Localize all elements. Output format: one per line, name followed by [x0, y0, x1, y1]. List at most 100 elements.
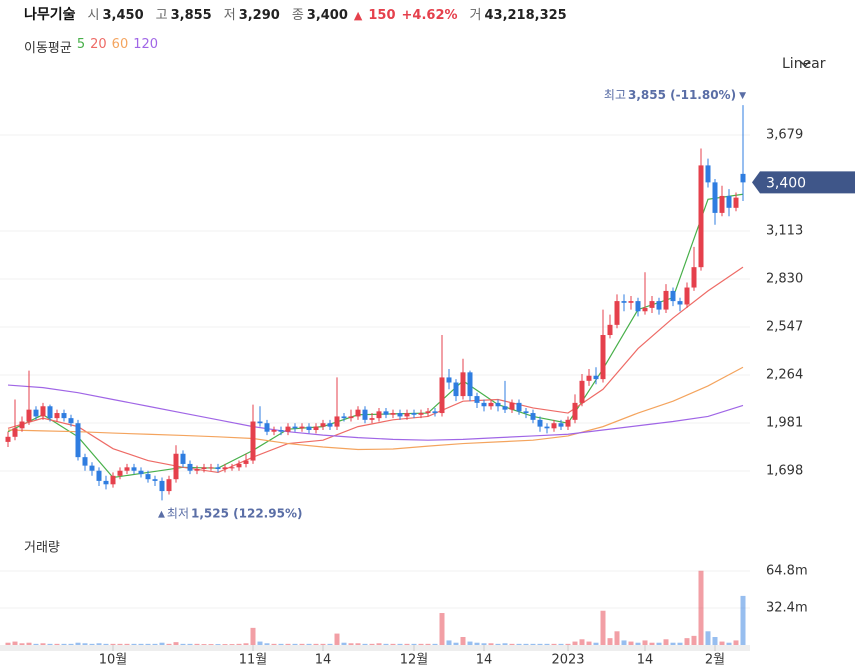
volume-bar: [614, 631, 620, 645]
volume-bar: [740, 595, 746, 645]
volume-bar: [362, 643, 368, 645]
change-arrow: ▲: [353, 9, 363, 22]
y-tick-label: 3,113: [766, 224, 803, 239]
volume-tick-label: 32.4m: [766, 600, 808, 615]
volume-bar: [138, 643, 144, 645]
volume-bar: [481, 643, 487, 645]
change-percent: +4.62%: [401, 8, 458, 23]
volume-bar: [530, 643, 536, 645]
candle-body: [236, 463, 242, 468]
header: 나무기술 시 3,450 고 3,855 저 3,290 종 3,400 ▲ 150 +4.62% 거…: [24, 4, 567, 24]
candle-body: [390, 413, 396, 415]
volume-bar: [551, 643, 557, 645]
header-label: 저: [223, 8, 236, 23]
header-label: 시: [87, 8, 100, 23]
volume-bar: [607, 638, 613, 645]
candle-body: [68, 418, 74, 424]
dropdown-arrow: [799, 60, 811, 67]
axis-band: [0, 645, 750, 651]
candle-body: [96, 470, 102, 481]
volume-bar: [425, 643, 431, 645]
y-tick-label: 2,264: [766, 368, 803, 383]
header-value: 3,450: [102, 8, 144, 23]
candle-body: [306, 426, 312, 431]
volume-bar: [684, 638, 690, 645]
volume-bar: [271, 643, 277, 645]
volume-bar: [131, 643, 137, 645]
candle-body: [355, 409, 361, 417]
volume-bar: [215, 644, 221, 645]
candle-body: [334, 416, 340, 427]
candle-body: [572, 402, 578, 420]
candle-body: [565, 419, 571, 427]
volume-bar: [152, 643, 158, 645]
candle-body: [432, 411, 438, 414]
candle-body: [19, 421, 25, 429]
candle-body: [285, 426, 291, 432]
candle-body: [642, 307, 648, 312]
candle-body: [481, 402, 487, 407]
candle-body: [229, 467, 235, 469]
candle-body: [61, 413, 67, 419]
candle-body: [712, 182, 718, 213]
candle-body: [313, 426, 319, 431]
volume-bar: [432, 643, 438, 645]
volume-bar: [446, 640, 452, 645]
volume-bar: [565, 643, 571, 645]
volume-bar: [299, 643, 305, 645]
candle-body: [460, 372, 466, 397]
volume-bar: [236, 643, 242, 645]
volume-bar: [467, 641, 473, 645]
candle-body: [376, 411, 382, 419]
volume-bar: [516, 643, 522, 645]
volume-bar: [600, 610, 606, 645]
candle-body: [215, 467, 221, 470]
volume-bar: [250, 627, 256, 645]
candle-body: [558, 423, 564, 427]
volume-bar: [285, 643, 291, 645]
low-note-arrow: ▲: [158, 509, 165, 519]
volume-bar: [68, 643, 74, 645]
candle-body: [362, 409, 368, 420]
volume-bar: [194, 643, 200, 645]
candle-body: [670, 290, 676, 302]
volume-bar: [82, 643, 88, 645]
candle-body: [187, 463, 193, 471]
volume-bar: [278, 643, 284, 645]
volume-bar: [712, 637, 718, 645]
x-tick-label: 12월: [400, 653, 429, 668]
volume-bar: [26, 642, 32, 645]
volume-bar: [495, 643, 501, 645]
candle-body: [166, 479, 172, 492]
volume-bar: [677, 642, 683, 645]
volume-bar: [33, 643, 39, 645]
candle-body: [264, 423, 270, 432]
candle-body: [40, 406, 46, 417]
candle-body: [89, 465, 95, 471]
price-tag: [752, 171, 855, 194]
candle-body: [173, 453, 179, 480]
ma-line: [7, 266, 744, 474]
volume-bar: [166, 643, 172, 645]
y-tick-label: 2,830: [766, 272, 803, 287]
volume-bar: [558, 643, 564, 645]
low-note-text: 1,525 (122.95%): [191, 506, 302, 520]
volume-bar: [47, 643, 53, 645]
candle-body: [649, 301, 655, 308]
volume-bar: [649, 642, 655, 645]
legend-entry: 120: [133, 37, 159, 52]
volume-bar: [663, 639, 669, 645]
candle-body: [152, 479, 158, 481]
volume-bar: [173, 642, 179, 645]
header-label: 고: [155, 8, 168, 23]
volume-bar: [75, 642, 81, 645]
candle-body: [663, 290, 669, 310]
candle-body: [495, 402, 501, 407]
candle-body: [621, 301, 627, 303]
candle-body: [201, 467, 207, 470]
volume-bar: [726, 642, 732, 645]
volume-bar: [61, 643, 67, 645]
volume-bar: [12, 641, 18, 645]
volume-bar: [593, 642, 599, 645]
candle-body: [5, 436, 11, 442]
